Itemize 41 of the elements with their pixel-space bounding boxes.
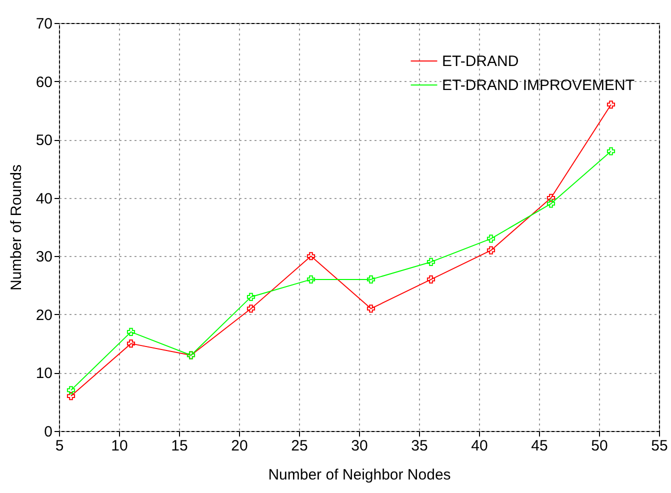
- point: [486, 246, 496, 254]
- x-tick-label: 45: [531, 438, 548, 454]
- x-tick-label: 25: [291, 438, 308, 454]
- y-tick-label: 20: [36, 306, 52, 324]
- y-tick-label: 0: [44, 424, 52, 440]
- y-tick-label: 70: [36, 16, 52, 32]
- x-tick-label: 10: [111, 438, 128, 454]
- point: [366, 304, 376, 313]
- point: [246, 304, 256, 313]
- point: [426, 275, 436, 284]
- point: [546, 200, 556, 208]
- point: [606, 100, 616, 109]
- y-tick-label: 60: [36, 74, 52, 91]
- x-tick-label: 55: [651, 438, 668, 454]
- x-tick-label: 40: [471, 438, 488, 454]
- x-tick-label: 30: [351, 438, 368, 454]
- point: [366, 275, 376, 284]
- point: [486, 234, 496, 243]
- x-tick-label: 15: [171, 438, 188, 454]
- point: [426, 258, 436, 266]
- y-tick-label: 50: [36, 132, 52, 150]
- legend-label: ET-DRAND IMPROVEMENT: [442, 77, 635, 94]
- y-axis-title: Number of Rounds: [8, 164, 25, 290]
- point: [306, 252, 316, 260]
- x-tick-label: 50: [591, 438, 608, 454]
- point: [246, 292, 256, 301]
- y-tick-label: 10: [36, 365, 52, 382]
- x-axis-title: Number of Neighbor Nodes: [268, 466, 451, 484]
- x-tick-label: 35: [411, 438, 428, 454]
- point: [66, 392, 76, 400]
- legend-label: ET-DRAND: [442, 53, 519, 70]
- point: [606, 147, 616, 156]
- x-tick-label: 5: [55, 438, 64, 454]
- point: [306, 275, 316, 284]
- x-tick-label: 20: [231, 438, 248, 454]
- point: [546, 194, 556, 202]
- point: [126, 328, 136, 336]
- y-tick-label: 40: [36, 190, 52, 208]
- point: [66, 386, 76, 394]
- point: [126, 340, 136, 348]
- y-tick-label: 30: [36, 248, 52, 266]
